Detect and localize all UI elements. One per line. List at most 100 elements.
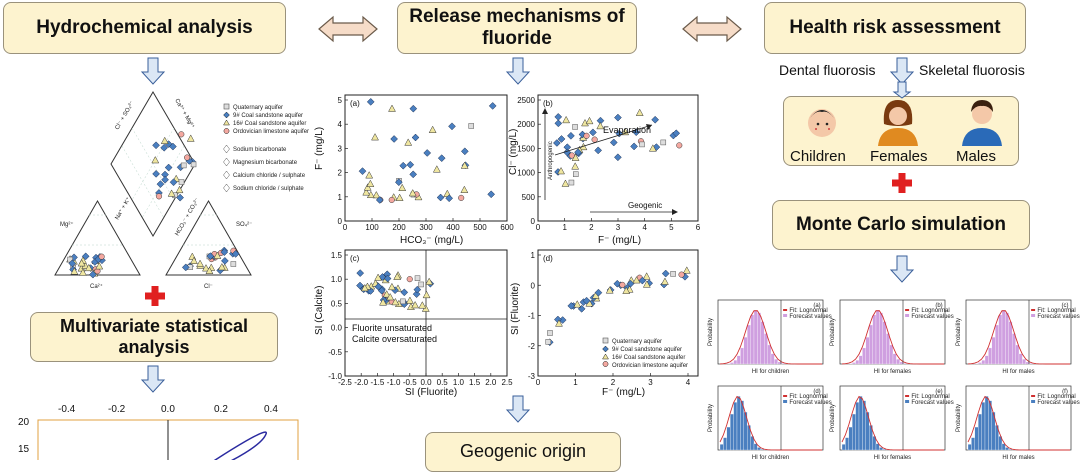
- monte-bar: [992, 337, 995, 364]
- panel-c-ytick-2: 0.0: [331, 324, 343, 333]
- panel-c-ylabel: SI (Calcite): [314, 286, 325, 335]
- piper-point: [181, 163, 186, 168]
- undefined-point: [407, 276, 413, 282]
- monte-bar: [1026, 362, 1029, 364]
- monte-bar: [734, 360, 737, 364]
- panel-b-xtick-0: 0: [536, 223, 541, 232]
- panel-a-xtick-6: 600: [500, 223, 514, 232]
- piper-type-2: Calcium chloride / sulphate: [233, 173, 306, 179]
- panel-b-ytick-4: 2000: [517, 120, 535, 129]
- undefined-point: [489, 102, 496, 109]
- undefined-point: [407, 161, 414, 168]
- monte-bar: [764, 334, 767, 364]
- monte-bar: [720, 444, 723, 450]
- monte-legend-swatch-fit: [1031, 395, 1035, 397]
- monte-plot-xlabel: HI for females: [874, 455, 911, 460]
- monte-bar: [771, 354, 774, 364]
- down-arrow-release: [507, 58, 529, 84]
- monte-plot-xlabel: HI for children: [752, 455, 789, 460]
- undefined-point: [610, 139, 617, 146]
- undefined-point: [396, 194, 403, 201]
- monte-bar: [727, 363, 730, 364]
- monte-legend-swatch-fit: [905, 395, 909, 397]
- undefined-point: [652, 116, 659, 123]
- monte-bar: [862, 401, 865, 450]
- piper-so4-label: SO₄²⁻: [236, 222, 252, 228]
- undefined-point: [586, 117, 593, 124]
- monte-bar: [1019, 354, 1022, 364]
- monte-legend-forecast: Forecast values: [789, 400, 831, 406]
- monte-bar: [1002, 310, 1005, 364]
- monte-bar: [978, 414, 981, 450]
- monte-bar: [852, 363, 855, 364]
- panel-a-tag: (a): [350, 99, 360, 108]
- monte-bar: [866, 337, 869, 364]
- undefined-point: [429, 126, 436, 133]
- monte-bar: [737, 356, 740, 364]
- monte-bar: [737, 396, 740, 450]
- panel-d-tag: (d): [543, 254, 553, 263]
- monte-legend-forecast: Forecast values: [911, 400, 953, 406]
- piper-point: [99, 254, 105, 260]
- panel-a-ytick-1: 1: [338, 193, 343, 202]
- undefined-point: [595, 147, 602, 154]
- panel-c-xtick-4: -0.5: [403, 378, 417, 387]
- monte-plot-xlabel: HI for children: [752, 369, 789, 375]
- panel-c-xtick-2: -1.5: [371, 378, 385, 387]
- undefined-point: [546, 339, 551, 344]
- monte-bar: [768, 345, 771, 364]
- undefined-point: [488, 191, 495, 198]
- undefined-point: [614, 154, 621, 161]
- panel-a-ytick-0: 0: [338, 217, 343, 226]
- monte-bar: [754, 310, 757, 364]
- monte-bar: [975, 427, 978, 450]
- monte-bar: [1005, 313, 1008, 364]
- piper-point: [187, 135, 194, 142]
- monte-bar: [988, 401, 991, 450]
- undefined-point: [367, 180, 374, 187]
- panel-d-xtick-4: 4: [686, 378, 691, 387]
- piper-type-3: Sodium chloride / sulphate: [233, 186, 304, 192]
- double-arrow-right: [683, 17, 741, 41]
- monte-legend-forecast: Forecast values: [789, 314, 831, 320]
- monte-bar: [971, 438, 974, 450]
- female-icon: [878, 100, 918, 146]
- monte-plot-ylabel: Probability: [956, 318, 962, 346]
- monte-bar: [886, 334, 889, 364]
- undefined-point: [458, 195, 464, 201]
- undefined-point: [415, 276, 420, 281]
- piper-diagram: Mg²⁺ Ca²⁺ Cl⁻ SO₄²⁻ Na⁺ + K⁺ HCO₃⁻ + CO₃…: [55, 92, 309, 290]
- monte-plot-ylabel: Probability: [830, 404, 836, 432]
- monte-bar: [999, 315, 1002, 364]
- monte-bar: [1016, 345, 1019, 364]
- piper-legend-3: Ordovician limestone aquifer: [233, 129, 309, 135]
- undefined-point: [357, 270, 364, 277]
- pca-ytick-1: 15: [18, 444, 30, 455]
- undefined-point: [631, 143, 638, 150]
- panel-a-xtick-5: 500: [473, 223, 487, 232]
- panel-d-legend: Quaternary aquifer 9# Coal sandstone aqu…: [603, 338, 689, 369]
- panel-b-ytick-0: 0: [531, 217, 536, 226]
- monte-bar: [859, 356, 862, 364]
- monte-bar: [774, 359, 777, 364]
- panel-d-ytick-1: -2: [528, 342, 536, 351]
- down-arrow-multi: [142, 366, 164, 392]
- panel-a-ytick-4: 4: [338, 120, 343, 129]
- panel-c-xlabel: SI (Fluorite): [405, 387, 457, 398]
- undefined-point: [661, 140, 666, 145]
- undefined-point: [679, 272, 685, 278]
- piper-point: [153, 170, 160, 177]
- down-arrow-fluorosis: [891, 58, 913, 84]
- panel-a-ylabel: F⁻ (mg/L): [314, 127, 325, 170]
- monte-bar: [1009, 322, 1012, 364]
- panel-a-xlabel: HCO₃⁻ (mg/L): [400, 235, 463, 246]
- undefined-point: [372, 134, 379, 141]
- piper-point: [156, 194, 162, 200]
- panel-d-xlabel: F⁻ (mg/L): [602, 387, 645, 398]
- down-arrow-monte: [891, 256, 913, 282]
